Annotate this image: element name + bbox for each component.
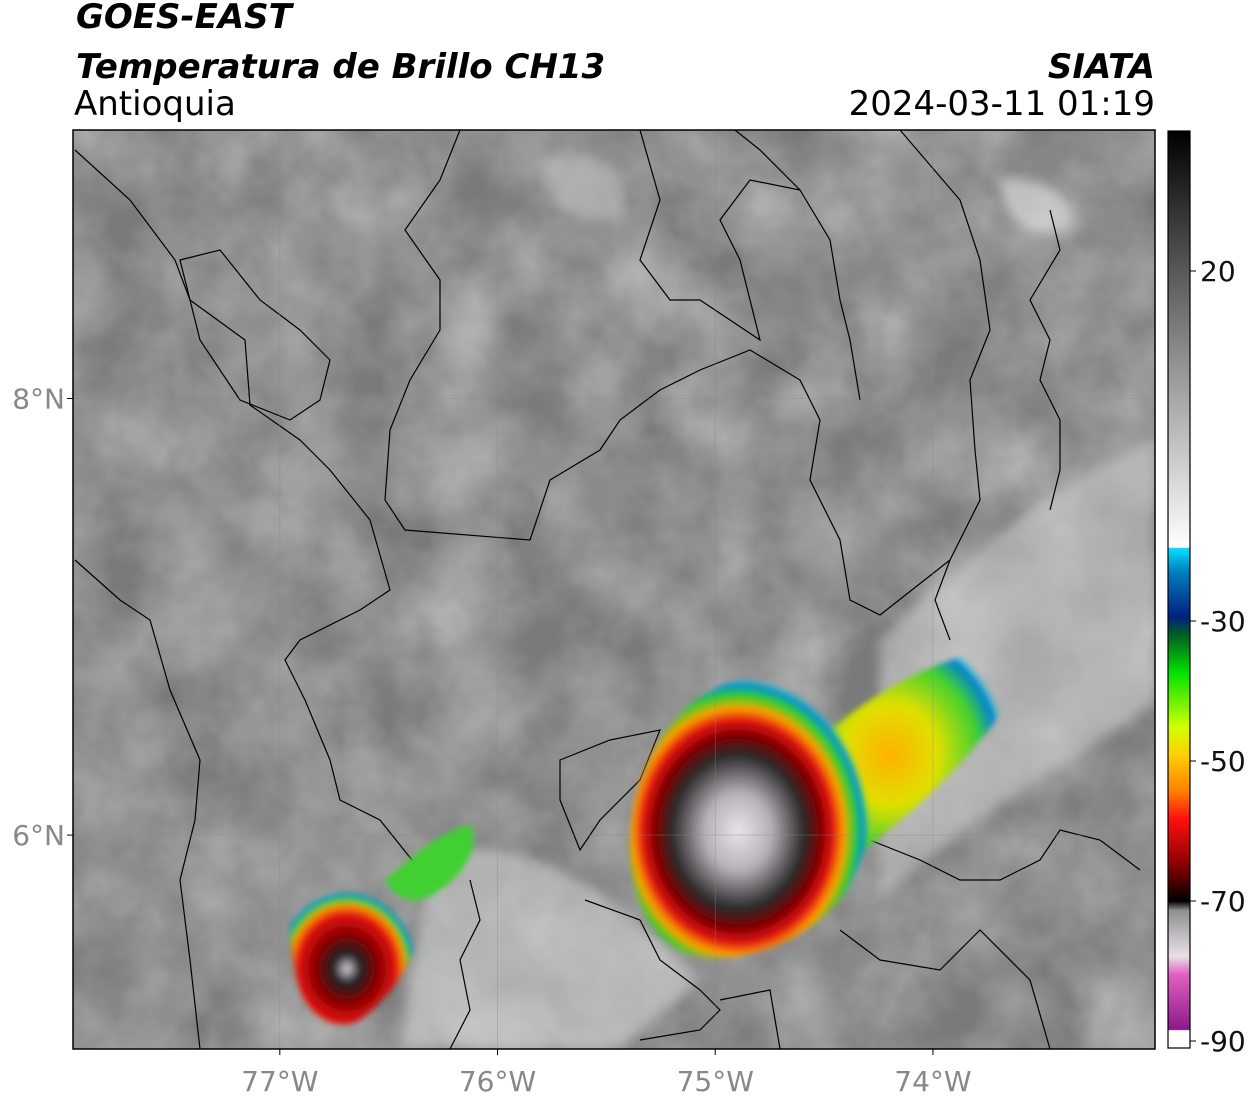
brand: SIATA bbox=[1048, 47, 1155, 87]
region: Antioquia bbox=[74, 84, 236, 124]
datetime: 2024-03-11 01:19 bbox=[849, 84, 1155, 124]
colorbar-tick-label: -90 bbox=[1200, 1025, 1246, 1058]
colorbar-tick-label: 20 bbox=[1200, 255, 1236, 288]
x-tick-label: 77°W bbox=[241, 1065, 318, 1098]
colorbar-tick-label: -70 bbox=[1200, 885, 1246, 918]
x-tick-label: 75°W bbox=[677, 1065, 754, 1098]
convective-cells bbox=[290, 650, 1009, 1025]
map-area bbox=[73, 130, 1155, 1049]
x-tick-label: 76°W bbox=[459, 1065, 536, 1098]
y-tick-label: 8°N bbox=[12, 382, 65, 415]
colorbar-tick-label: -50 bbox=[1200, 745, 1246, 778]
title: GOES-EAST bbox=[76, 0, 295, 37]
x-tick-label: 74°W bbox=[894, 1065, 971, 1098]
subtitle: Temperatura de Brillo CH13 bbox=[76, 47, 605, 87]
borders bbox=[74, 130, 1141, 1049]
colorbar bbox=[1167, 130, 1191, 1049]
colorbar-tick-label: -30 bbox=[1200, 605, 1246, 638]
map-frame bbox=[72, 129, 1156, 1050]
grid bbox=[73, 130, 1155, 1049]
y-tick-label: 6°N bbox=[12, 819, 65, 852]
